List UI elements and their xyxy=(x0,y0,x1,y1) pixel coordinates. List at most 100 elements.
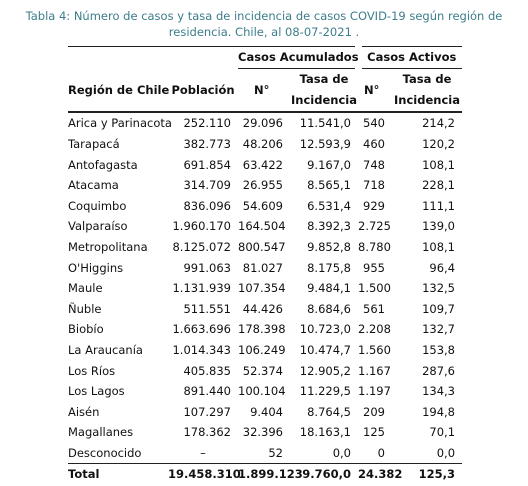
value-cell: 691.854 xyxy=(183,157,231,172)
value-cell: 1.960.170 xyxy=(172,219,231,234)
empty-cell xyxy=(168,47,238,69)
value-cell: 1.663.696 xyxy=(172,322,231,337)
table-row: Magallanes 178.362 32.396 18.163,1 125 70,1 xyxy=(68,422,462,443)
value-cell: 891.440 xyxy=(183,384,231,399)
value-cell: 107.297 xyxy=(183,404,231,419)
table-row: O'Higgins 991.063 81.027 8.175,8 955 96,4 xyxy=(68,257,462,278)
value-cell: 108,1 xyxy=(422,157,456,172)
region-cell: Valparaíso xyxy=(68,219,128,234)
value-cell: 178.362 xyxy=(183,425,231,440)
value-cell: 991.063 xyxy=(183,260,231,275)
value-cell: 10.723,0 xyxy=(299,322,351,337)
header-row: Región de Chile Población N° Tasa de Inc… xyxy=(68,68,462,112)
value-cell: 18.163,1 xyxy=(299,425,351,440)
value-cell: 800.547 xyxy=(238,239,286,254)
table-row: Los Lagos 891.440 100.104 11.229,5 1.197 134,… xyxy=(68,381,462,402)
value-cell: 96,4 xyxy=(429,260,456,275)
table-row: Tarapacá 382.773 48.206 12.593,9 460 120,2 xyxy=(68,134,462,155)
value-cell: 1.014.343 xyxy=(172,342,231,357)
value-cell: 108,1 xyxy=(422,239,456,254)
value-cell: 125 xyxy=(363,425,385,440)
value-cell: 9.484,1 xyxy=(307,281,351,296)
value-cell: 209 xyxy=(363,404,385,419)
region-cell: Antofagasta xyxy=(68,157,138,172)
value-cell: 0,0 xyxy=(436,445,456,460)
value-cell: 132,7 xyxy=(422,322,456,337)
value-cell: 164.504 xyxy=(238,219,286,234)
value-cell: 106.249 xyxy=(238,342,286,357)
table-head: Casos Acumulados Casos Activos Región de… xyxy=(68,46,463,113)
value-cell: 2.725 xyxy=(358,219,391,234)
header-cell: Tasa de Incidencia xyxy=(394,71,460,107)
value-cell: 29.096 xyxy=(242,116,283,131)
table-row: Arica y Parinacota 252.110 29.096 11.541,0 5… xyxy=(68,112,462,134)
value-cell: 8.125.072 xyxy=(172,239,231,254)
value-cell: 120,2 xyxy=(422,136,456,151)
empty-cell xyxy=(68,47,168,69)
value-cell: 252.110 xyxy=(183,116,231,131)
table-body: Arica y Parinacota 252.110 29.096 11.541,0 5… xyxy=(68,112,463,485)
value-cell: – xyxy=(200,445,206,460)
group-header: Casos Acumulados xyxy=(238,46,359,69)
value-cell: 70,1 xyxy=(429,425,456,440)
header-cell: N° xyxy=(364,82,380,97)
table-row: Biobío 1.663.696 178.398 10.723,0 2.208 132,7 xyxy=(68,319,462,340)
value-cell: 748 xyxy=(363,157,385,172)
value-cell: 382.773 xyxy=(183,136,231,151)
value-cell: 107.354 xyxy=(238,281,286,296)
value-cell: 125,3 xyxy=(418,467,456,482)
value-cell: 214,2 xyxy=(422,116,456,131)
value-cell: 9.167,0 xyxy=(307,157,351,172)
value-cell: 540 xyxy=(363,116,385,131)
caption: Tabla 4: Número de casos y tasa de incid… xyxy=(25,9,503,39)
value-cell: 8.684,6 xyxy=(307,301,351,316)
value-cell: 8.565,1 xyxy=(307,178,351,193)
header-cell: Tasa de Incidencia xyxy=(291,71,357,107)
value-cell: 228,1 xyxy=(422,178,456,193)
region-cell: Aisén xyxy=(68,404,100,419)
region-cell: Magallanes xyxy=(68,425,134,440)
value-cell: 11.229,5 xyxy=(299,384,351,399)
table-row: Maule 1.131.939 107.354 9.484,1 1.500 132,5 xyxy=(68,278,462,299)
value-cell: 10.474,7 xyxy=(299,342,351,357)
region-cell: Ñuble xyxy=(68,301,102,316)
value-cell: 178.398 xyxy=(238,322,286,337)
value-cell: 2.208 xyxy=(358,322,391,337)
region-cell: Atacama xyxy=(68,178,119,193)
value-cell: 44.426 xyxy=(242,301,283,316)
value-cell: 314.709 xyxy=(183,178,231,193)
value-cell: 836.096 xyxy=(183,198,231,213)
region-cell: Biobío xyxy=(68,322,104,337)
value-cell: 9.852,8 xyxy=(307,239,351,254)
value-cell: 24.382 xyxy=(358,467,403,482)
header-cell: Población xyxy=(171,82,235,97)
value-cell: 12.593,9 xyxy=(299,136,351,151)
value-cell: 6.531,4 xyxy=(307,198,351,213)
value-cell: 100.104 xyxy=(238,384,286,399)
table-row: Metropolitana 8.125.072 800.547 9.852,8 8.78… xyxy=(68,237,462,258)
value-cell: 111,1 xyxy=(422,198,456,213)
region-cell: Los Lagos xyxy=(68,384,125,399)
region-cell: Tarapacá xyxy=(68,136,120,151)
total-row: Total 19.458.310 1.899.123 9.760,0 24.382 125… xyxy=(68,463,463,485)
region-cell: La Araucanía xyxy=(68,342,143,357)
value-cell: 26.955 xyxy=(242,178,283,193)
region-cell: O'Higgins xyxy=(68,260,124,275)
value-cell: 8.764,5 xyxy=(307,404,351,419)
table-row: La Araucanía 1.014.343 106.249 10.474,7 1.56… xyxy=(68,340,462,361)
region-cell: Total xyxy=(68,467,100,482)
value-cell: 929 xyxy=(363,198,385,213)
value-cell: 8.392,3 xyxy=(307,219,351,234)
value-cell: 52 xyxy=(268,445,283,460)
value-cell: 32.396 xyxy=(242,425,283,440)
table-row: Los Ríos 405.835 52.374 12.905,2 1.167 287,6 xyxy=(68,360,462,381)
value-cell: 132,5 xyxy=(422,281,456,296)
region-cell: Arica y Parinacota xyxy=(68,116,172,131)
table-row: Atacama 314.709 26.955 8.565,1 718 228,1 xyxy=(68,175,462,196)
table-row: Coquimbo 836.096 54.609 6.531,4 929 111,1 xyxy=(68,195,462,216)
value-cell: 134,3 xyxy=(422,384,456,399)
value-cell: 955 xyxy=(363,260,385,275)
value-cell: 153,8 xyxy=(422,342,456,357)
table: Casos Acumulados Casos Activos Región de… xyxy=(68,46,463,485)
value-cell: 718 xyxy=(363,178,385,193)
